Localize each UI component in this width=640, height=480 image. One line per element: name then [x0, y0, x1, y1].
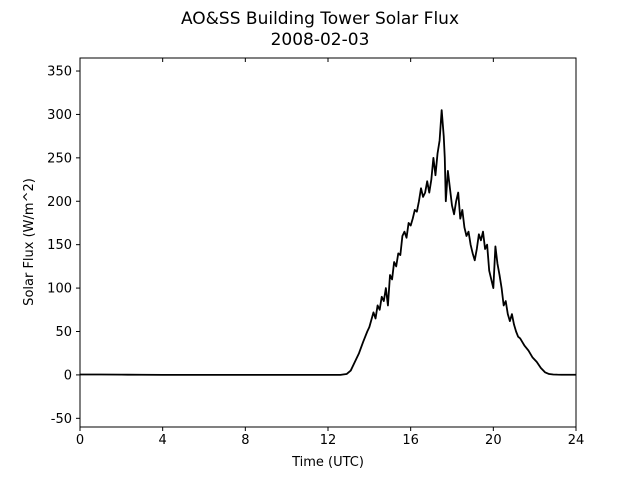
y-tick-label: 150 — [47, 238, 72, 253]
plot-frame — [79, 57, 577, 428]
y-tick-label: 250 — [47, 151, 72, 166]
y-tick-label: 200 — [47, 195, 72, 210]
x-tick-label: 4 — [159, 433, 167, 448]
x-axis-label: Time (UTC) — [291, 455, 364, 470]
x-tick-label: 8 — [241, 433, 249, 448]
x-tick-label: 0 — [76, 433, 84, 448]
y-tick-label: 350 — [47, 65, 72, 80]
y-tick-label: 50 — [55, 325, 72, 340]
y-tick-label: -50 — [51, 412, 72, 427]
y-tick-label: 100 — [47, 282, 72, 297]
series-line-0 — [80, 109, 576, 376]
plot-area: 0 4 8 12 16 20 24 -50 0 50 100 150 200 250 300 350 — [47, 57, 585, 448]
chart-title: AO&SS Building Tower Solar Flux — [181, 9, 459, 29]
chart-subtitle: 2008-02-03 — [271, 30, 370, 50]
y-tick-label: 300 — [47, 108, 72, 123]
y-tick-label: 0 — [64, 368, 72, 383]
x-tick-label: 20 — [485, 433, 502, 448]
y-axis-label: Solar Flux (W/m^2) — [22, 178, 37, 306]
x-tick-label: 16 — [402, 433, 419, 448]
x-tick-label: 12 — [320, 433, 337, 448]
x-tick-label: 24 — [568, 433, 585, 448]
